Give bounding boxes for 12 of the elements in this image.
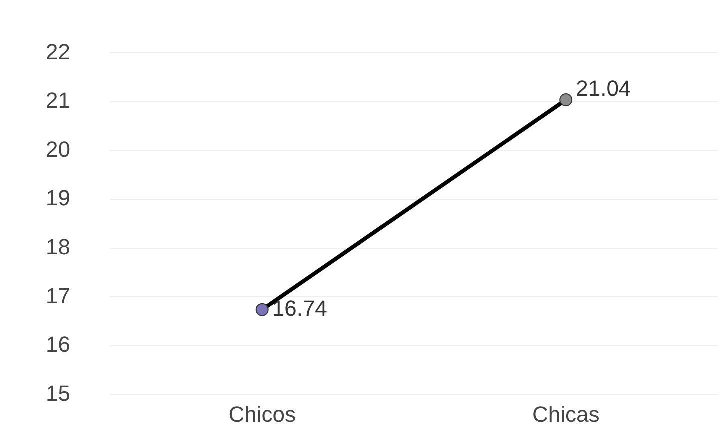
data-label: 16.74 — [272, 296, 328, 321]
y-tick-label: 15 — [46, 380, 70, 406]
data-label: 21.04 — [576, 76, 632, 102]
y-tick-label: 20 — [46, 136, 70, 162]
y-tick-label: 19 — [46, 186, 70, 211]
y-tick-label: 17 — [46, 283, 70, 308]
y-tick-label: 22 — [46, 39, 70, 64]
y-tick-label: 16 — [46, 332, 70, 358]
x-tick-label: Chicos — [228, 402, 296, 428]
y-tick-label: 21 — [46, 88, 70, 114]
y-tick-label: 18 — [46, 234, 70, 260]
x-tick-label: Chicas — [532, 402, 600, 428]
